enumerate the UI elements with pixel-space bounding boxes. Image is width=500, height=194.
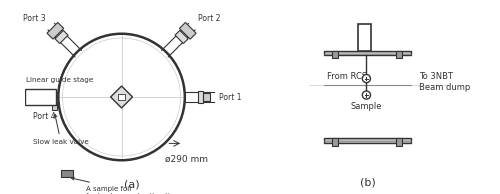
Text: From RCS: From RCS [326, 73, 367, 81]
Text: Linear guide stage: Linear guide stage [26, 77, 94, 83]
Bar [204, 93, 210, 101]
Text: To 3NBT: To 3NBT [419, 72, 453, 81]
Bar [118, 94, 125, 100]
Bar [324, 51, 411, 55]
Text: ø290 mm: ø290 mm [166, 154, 208, 163]
Text: Beam dump: Beam dump [419, 83, 470, 92]
Text: Slow leak valve: Slow leak valve [33, 114, 89, 145]
Text: Port 3: Port 3 [23, 14, 46, 23]
Text: Port 2: Port 2 [198, 14, 220, 23]
Text: Sample: Sample [350, 102, 382, 111]
Polygon shape [47, 23, 64, 39]
Circle shape [362, 74, 370, 83]
Bar [52, 102, 58, 111]
Circle shape [362, 91, 370, 99]
Bar [332, 51, 338, 58]
Text: A sample foil
for background estimation: A sample foil for background estimation [72, 177, 179, 194]
Text: (b): (b) [360, 177, 376, 187]
Bar [324, 138, 411, 143]
Bar [198, 91, 203, 103]
Bar [396, 138, 402, 146]
Text: Port 1: Port 1 [218, 93, 241, 101]
Bar [358, 24, 372, 51]
Bar [48, 92, 56, 102]
Bar [332, 138, 338, 146]
Polygon shape [180, 23, 196, 39]
Text: (a): (a) [124, 180, 140, 190]
Bar [26, 89, 56, 105]
Polygon shape [55, 30, 68, 43]
Bar [61, 170, 74, 177]
Polygon shape [110, 86, 132, 108]
Polygon shape [175, 30, 188, 43]
Text: Port 4: Port 4 [33, 112, 56, 121]
Bar [396, 51, 402, 58]
